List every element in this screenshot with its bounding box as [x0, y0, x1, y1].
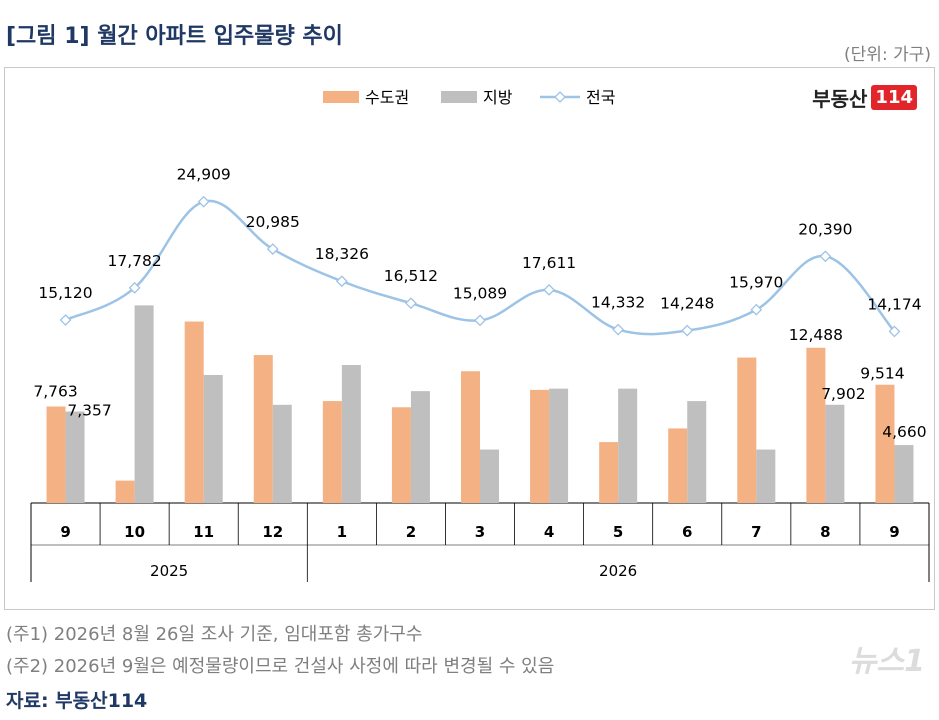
line-data-label: 20,985 — [246, 213, 300, 231]
line-data-label: 15,089 — [453, 284, 507, 302]
bar-local — [756, 449, 776, 503]
national-point — [474, 314, 486, 327]
x-tick-label: 8 — [820, 523, 830, 541]
bar-capital — [253, 355, 273, 503]
bar-capital — [599, 442, 619, 503]
bar-local — [341, 365, 361, 503]
legend-swatch-capital — [323, 91, 359, 103]
x-tick-label: 5 — [613, 523, 623, 541]
source-label: 자료: 부동산114 — [6, 690, 148, 712]
bar-data-label: 7,357 — [67, 402, 111, 420]
national-point — [543, 283, 555, 296]
line-data-label: 16,512 — [384, 267, 438, 285]
line-data-label: 17,782 — [107, 252, 161, 270]
national-line — [65, 199, 896, 336]
legend-label-local: 지방 — [483, 88, 513, 107]
note-1: (주1) 2026년 8월 26일 조사 기준, 임대포함 총가구수 — [6, 624, 423, 645]
national-point — [405, 297, 417, 310]
national-point — [612, 323, 625, 336]
bar-local — [618, 388, 638, 503]
bar-capital — [391, 407, 411, 503]
brand-logo: 부동산 114 — [812, 83, 917, 112]
year-label: 2026 — [599, 562, 637, 580]
bar-local — [894, 445, 914, 503]
bar-capital — [806, 347, 826, 503]
chart-frame — [4, 67, 935, 610]
line-data-label: 15,970 — [729, 274, 783, 292]
bar-data-label: 9,514 — [860, 365, 904, 383]
legend-marker-national — [554, 91, 566, 103]
chart-title: [그림 1] 월간 아파트 입주물량 추이 — [6, 24, 343, 49]
legend-swatch-local — [441, 91, 477, 103]
national-point — [128, 281, 141, 294]
x-tick-label: 11 — [193, 523, 214, 541]
x-tick-label: 1 — [337, 523, 347, 541]
line-data-label: 15,120 — [38, 284, 92, 302]
national-point — [888, 325, 901, 338]
bar-capital — [668, 428, 688, 503]
bar-capital — [461, 371, 480, 503]
brand-text: 부동산 — [812, 87, 868, 111]
x-tick-label: 10 — [124, 523, 145, 541]
line-data-label: 14,174 — [867, 295, 921, 313]
bar-capital — [737, 357, 757, 503]
x-tick-label: 6 — [682, 523, 692, 541]
national-point — [750, 303, 763, 316]
bar-local — [410, 391, 430, 503]
national-point — [59, 314, 72, 326]
line-data-label: 14,332 — [591, 294, 645, 312]
bar-local — [272, 404, 292, 503]
x-tick-label: 9 — [889, 523, 899, 541]
bar-local — [687, 401, 707, 503]
bar-capital — [322, 401, 342, 503]
line-data-label: 18,326 — [315, 245, 369, 263]
news-watermark: 뉴스1 — [848, 644, 925, 679]
line-data-label: 17,611 — [522, 254, 576, 272]
bar-local — [480, 449, 499, 503]
national-point — [197, 195, 210, 208]
national-point — [819, 250, 832, 263]
bar-capital — [875, 384, 895, 503]
bar-data-label: 12,488 — [789, 326, 843, 344]
bar-local — [825, 404, 845, 503]
x-tick-label: 12 — [262, 523, 283, 541]
bar-local — [134, 305, 154, 503]
bar-local — [65, 411, 85, 503]
bar-data-label: 4,660 — [882, 423, 926, 441]
national-point — [681, 324, 694, 337]
bar-data-label: 7,902 — [821, 385, 865, 403]
note-2: (주2) 2026년 9월은 예정물량이므로 건설사 사정에 따라 변경될 수 … — [6, 656, 555, 677]
line-data-label: 20,390 — [798, 220, 852, 238]
bar-capital — [184, 321, 204, 503]
x-tick-label: 3 — [475, 523, 485, 541]
brand-box: 114 — [871, 85, 917, 110]
bar-local — [549, 388, 569, 503]
legend-label-national: 전국 — [586, 88, 615, 107]
line-data-label: 14,248 — [660, 295, 714, 313]
national-point — [266, 243, 279, 256]
bar-local — [203, 374, 223, 503]
legend-label-capital: 수도권 — [365, 88, 409, 107]
x-tick-label: 4 — [544, 523, 554, 541]
x-tick-label: 2 — [406, 523, 416, 541]
bar-capital — [530, 389, 550, 503]
bar-capital — [46, 406, 66, 503]
line-data-label: 24,909 — [177, 166, 231, 184]
year-label: 2025 — [150, 562, 188, 580]
unit-label: (단위: 가구) — [844, 45, 931, 65]
bar-capital — [115, 480, 135, 503]
x-tick-label: 9 — [60, 523, 70, 541]
national-point — [335, 275, 348, 288]
bar-data-label: 7,763 — [33, 383, 77, 401]
x-tick-label: 7 — [751, 523, 761, 541]
